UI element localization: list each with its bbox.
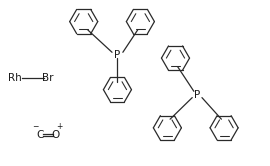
Text: Rh: Rh [8,73,22,83]
Text: −: − [32,123,38,131]
Text: C: C [36,130,44,140]
Text: P: P [194,90,200,100]
Text: +: + [56,123,63,131]
Text: P: P [114,50,121,60]
Text: Br: Br [42,73,54,83]
Text: O: O [51,130,59,140]
